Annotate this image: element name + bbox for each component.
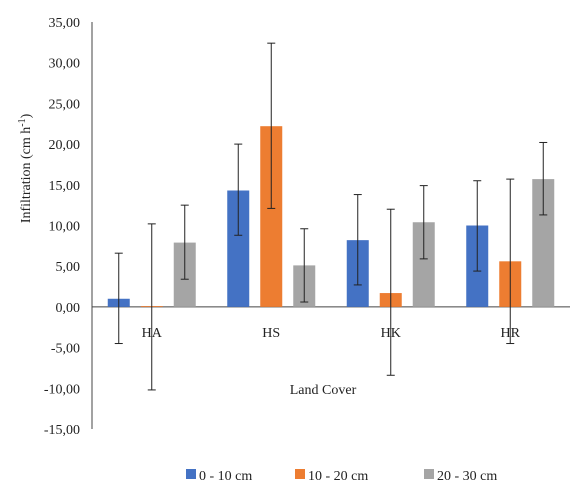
- y-tick-label: 15,00: [49, 179, 81, 194]
- x-category-label: HS: [262, 326, 280, 341]
- legend-label: 20 - 30 cm: [437, 469, 497, 484]
- y-axis-ticks: 35,00 30,00 25,00 20,00 15,00 10,00 5,00 0,00 -5…: [44, 16, 80, 438]
- y-tick-label: 30,00: [49, 57, 81, 72]
- legend-swatch: [186, 469, 196, 479]
- legend-swatch: [295, 469, 305, 479]
- y-tick-label: -5,00: [51, 342, 80, 357]
- x-category-label: HA: [142, 326, 163, 341]
- y-tick-label: 0,00: [56, 301, 81, 316]
- x-category-label: HK: [381, 326, 401, 341]
- legend: 0 - 10 cm 10 - 20 cm 20 - 30 cm: [186, 469, 497, 484]
- y-axis-title-main: Infiltration (cm h: [19, 127, 34, 223]
- legend-label: 0 - 10 cm: [199, 469, 252, 484]
- bars-group: [107, 126, 555, 307]
- y-tick-label: -15,00: [44, 423, 80, 438]
- y-tick-label: 20,00: [49, 138, 81, 153]
- error-bars-group: [114, 42, 548, 391]
- y-tick-label: 35,00: [49, 16, 81, 31]
- category-labels: HA HS HK HR: [142, 326, 521, 341]
- y-tick-label: -10,00: [44, 382, 80, 397]
- y-tick-label: 25,00: [49, 97, 81, 112]
- y-tick-label: 5,00: [56, 260, 81, 275]
- bar: [532, 179, 555, 307]
- legend-label: 10 - 20 cm: [308, 469, 368, 484]
- y-tick-label: 10,00: [49, 220, 81, 235]
- bar: [260, 126, 283, 307]
- x-category-label: HR: [501, 326, 521, 341]
- x-axis-title: Land Cover: [290, 383, 357, 398]
- legend-swatch: [424, 469, 434, 479]
- bar: [227, 190, 250, 307]
- bar: [412, 222, 435, 307]
- y-axis-title-superscript: -1: [17, 118, 28, 126]
- y-axis-title: Infiltration (cm h-1): [17, 113, 35, 223]
- y-axis-title-close: ): [19, 113, 34, 118]
